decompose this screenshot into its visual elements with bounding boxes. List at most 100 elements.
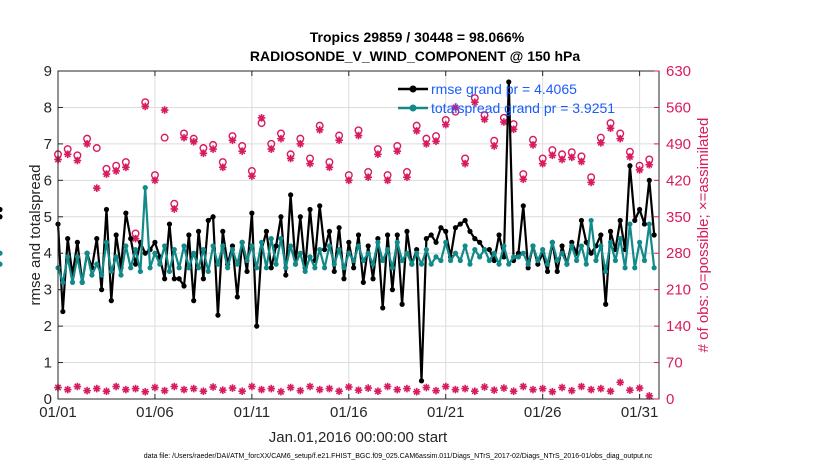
rmse-point	[370, 276, 376, 282]
obs-low-count-marker	[209, 383, 217, 391]
asterisk-stroke	[481, 383, 488, 391]
totalspread-point	[195, 265, 202, 271]
totalspread-point	[481, 246, 488, 253]
totalspread-point	[544, 261, 551, 267]
totalspread-point	[574, 257, 580, 264]
asterisk-stroke	[626, 386, 634, 394]
totalspread-point	[128, 265, 134, 271]
totalspread-point	[632, 265, 638, 271]
asterisk-stroke	[180, 386, 188, 393]
asterisk-stroke	[200, 387, 207, 395]
asterisk-stroke	[335, 387, 343, 395]
totalspread-point	[384, 246, 391, 253]
rmse-point	[433, 239, 439, 245]
asterisk-stroke	[268, 385, 275, 392]
totalspread-point	[375, 239, 381, 245]
totalspread-point	[0, 261, 3, 267]
rmse-point	[506, 79, 512, 85]
rmse-point	[341, 276, 347, 282]
asterisk-stroke	[316, 126, 323, 134]
totalspread-point	[108, 268, 114, 275]
obs-low-count-marker	[412, 387, 421, 396]
asterisk-stroke	[335, 136, 343, 144]
obs-low-count-marker	[218, 386, 227, 394]
asterisk-stroke	[190, 138, 197, 146]
totalspread-point	[263, 265, 270, 271]
totalspread-point	[288, 243, 294, 249]
asterisk-stroke	[171, 383, 178, 390]
totalspread-line	[56, 186, 656, 284]
totalspread-point	[637, 239, 643, 245]
rmse-point	[210, 214, 216, 220]
asterisk-stroke	[423, 140, 430, 148]
rmse-point	[229, 243, 236, 249]
y-tick-label-left: 7	[44, 136, 52, 153]
rmse-point	[617, 217, 623, 224]
asterisk-stroke	[132, 235, 139, 242]
obs-low-count-marker	[645, 392, 654, 400]
asterisk-stroke	[151, 177, 159, 184]
asterisk-stroke	[578, 158, 585, 165]
totalspread-point	[220, 243, 226, 249]
rmse-point	[355, 232, 362, 238]
obs-count-markers	[54, 94, 654, 400]
rmse-point	[128, 236, 134, 242]
asterisk-stroke	[93, 184, 101, 192]
totalspread-point	[525, 261, 531, 267]
x-tick-label: 01/01	[39, 404, 77, 421]
rmse-point	[195, 228, 202, 234]
totalspread-point	[506, 261, 512, 267]
obs-low-count-marker	[63, 385, 72, 394]
rmse-point	[171, 276, 177, 282]
rmse-point	[162, 276, 168, 282]
totalspread-point	[215, 261, 221, 267]
obs-possible-marker	[92, 144, 101, 153]
obs-assimilated-marker	[228, 136, 237, 145]
totalspread-point	[588, 217, 594, 224]
asterisk-stroke	[529, 386, 537, 393]
obs-low-count-marker	[587, 385, 595, 394]
asterisk-stroke	[287, 155, 294, 162]
obs-assimilated-marker	[393, 147, 402, 155]
rmse-point	[346, 239, 352, 245]
plot-frame	[57, 70, 660, 400]
rmse-point	[191, 298, 197, 304]
asterisk-stroke	[578, 383, 585, 390]
asterisk-stroke	[355, 132, 362, 139]
totalspread-point	[69, 279, 76, 285]
totalspread-point	[501, 243, 507, 249]
asterisk-stroke	[539, 160, 546, 167]
asterisk-stroke	[549, 152, 556, 159]
rmse-point	[472, 236, 478, 242]
totalspread-point	[336, 246, 342, 253]
asterisk-stroke	[268, 145, 275, 153]
rmse-point	[414, 246, 420, 253]
asterisk-stroke	[471, 387, 479, 395]
obs-assimilated-marker	[577, 157, 586, 166]
obs-assimilated-marker	[500, 118, 508, 126]
y-tick-label-right: 630	[666, 63, 691, 80]
obs-low-count-marker	[480, 383, 489, 391]
totalspread-point	[162, 243, 168, 249]
y-tick-label-right: 140	[666, 318, 691, 335]
asterisk-stroke	[461, 160, 469, 167]
obs-assimilated-marker	[170, 205, 179, 213]
rmse-point	[278, 214, 284, 220]
obs-assimilated-marker	[63, 150, 72, 159]
rmse-point	[336, 225, 342, 231]
rmse-point	[389, 287, 396, 293]
obs-assimilated-marker	[412, 127, 421, 135]
rmse-point	[641, 221, 648, 227]
x-tick-label: 01/21	[427, 404, 465, 421]
totalspread-point	[239, 239, 245, 245]
totalspread-point	[186, 265, 192, 271]
rmse-point	[520, 203, 526, 209]
totalspread-point	[181, 243, 187, 249]
chart-subtitle: RADIOSONDE_V_WIND_COMPONENT @ 150 hPa	[250, 48, 580, 64]
totalspread-point	[118, 272, 124, 278]
totalspread-point	[152, 250, 158, 256]
rmse-point	[205, 217, 211, 224]
asterisk-stroke	[646, 161, 653, 168]
asterisk-stroke	[442, 121, 449, 128]
obs-assimilated-marker	[480, 115, 489, 124]
